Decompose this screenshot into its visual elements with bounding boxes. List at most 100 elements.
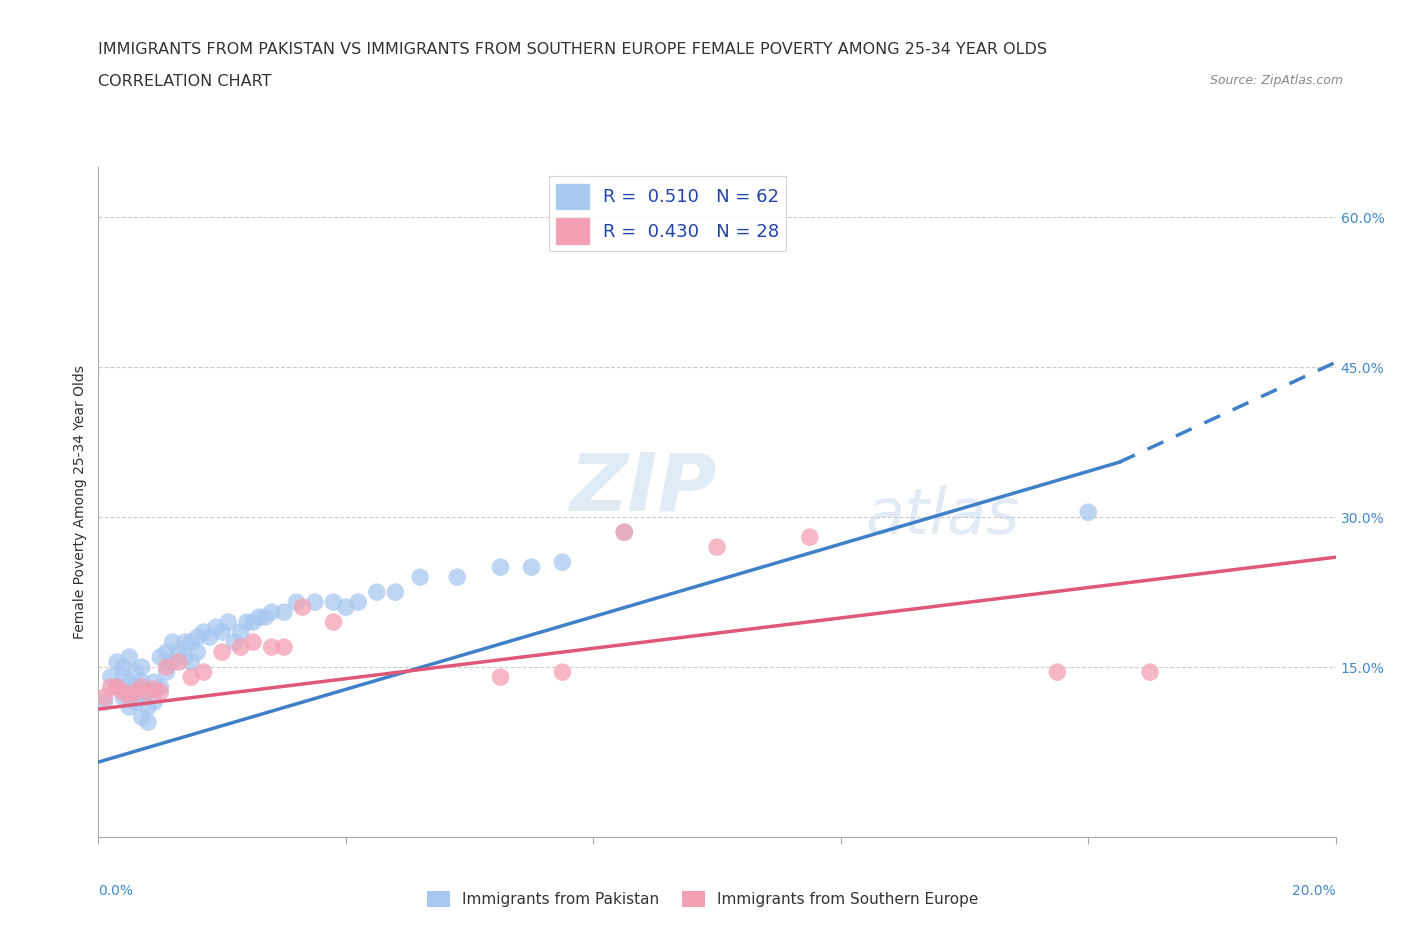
- Point: [347, 594, 370, 609]
- Point: [1077, 505, 1099, 520]
- Point: [285, 594, 308, 609]
- Point: [384, 585, 406, 600]
- Point: [224, 634, 246, 649]
- Text: 20.0%: 20.0%: [1292, 884, 1336, 897]
- Point: [242, 634, 264, 649]
- Point: [489, 560, 512, 575]
- Point: [193, 625, 215, 640]
- Point: [162, 655, 184, 670]
- Point: [167, 644, 190, 659]
- Point: [124, 665, 146, 680]
- Point: [131, 659, 153, 674]
- Point: [260, 640, 283, 655]
- Point: [149, 680, 172, 695]
- Point: [446, 570, 468, 585]
- Y-axis label: Female Poverty Among 25-34 Year Olds: Female Poverty Among 25-34 Year Olds: [73, 365, 87, 639]
- Point: [229, 625, 252, 640]
- Point: [322, 615, 344, 630]
- Point: [186, 630, 208, 644]
- Point: [322, 594, 344, 609]
- Point: [799, 530, 821, 545]
- Point: [613, 525, 636, 539]
- Point: [198, 630, 221, 644]
- Text: IMMIGRANTS FROM PAKISTAN VS IMMIGRANTS FROM SOUTHERN EUROPE FEMALE POVERTY AMONG: IMMIGRANTS FROM PAKISTAN VS IMMIGRANTS F…: [98, 42, 1047, 57]
- Point: [273, 640, 295, 655]
- Point: [217, 615, 239, 630]
- Legend: Immigrants from Pakistan, Immigrants from Southern Europe: Immigrants from Pakistan, Immigrants fro…: [420, 884, 986, 913]
- Point: [136, 684, 159, 699]
- Point: [112, 684, 135, 699]
- Point: [112, 690, 135, 705]
- Point: [105, 655, 128, 670]
- Point: [124, 684, 146, 699]
- Point: [180, 634, 202, 649]
- Point: [118, 699, 141, 714]
- Point: [112, 670, 135, 684]
- Point: [247, 610, 270, 625]
- Point: [229, 640, 252, 655]
- Point: [100, 670, 122, 684]
- Point: [155, 665, 177, 680]
- Point: [551, 665, 574, 680]
- Text: 0.0%: 0.0%: [98, 884, 134, 897]
- Point: [136, 684, 159, 699]
- Text: Source: ZipAtlas.com: Source: ZipAtlas.com: [1209, 74, 1343, 87]
- Point: [205, 619, 228, 634]
- Point: [112, 659, 135, 674]
- Point: [180, 670, 202, 684]
- Point: [143, 682, 166, 697]
- Point: [167, 655, 190, 670]
- Point: [149, 684, 172, 699]
- Point: [124, 695, 146, 710]
- Point: [193, 665, 215, 680]
- Point: [143, 695, 166, 710]
- Point: [1139, 665, 1161, 680]
- Point: [409, 570, 432, 585]
- Point: [706, 539, 728, 554]
- Point: [131, 710, 153, 724]
- Point: [180, 655, 202, 670]
- Point: [613, 525, 636, 539]
- Text: atlas: atlas: [866, 485, 1019, 547]
- Point: [174, 634, 197, 649]
- Point: [118, 690, 141, 705]
- Point: [335, 600, 357, 615]
- Point: [131, 674, 153, 689]
- Point: [162, 634, 184, 649]
- Point: [520, 560, 543, 575]
- Point: [236, 615, 259, 630]
- Point: [93, 695, 115, 710]
- Point: [366, 585, 388, 600]
- Point: [131, 680, 153, 695]
- Point: [254, 610, 277, 625]
- Point: [93, 690, 115, 705]
- Point: [105, 680, 128, 695]
- Point: [551, 554, 574, 569]
- Point: [105, 680, 128, 695]
- Point: [489, 670, 512, 684]
- Legend: R =  0.510   N = 62, R =  0.430   N = 28: R = 0.510 N = 62, R = 0.430 N = 28: [548, 177, 786, 251]
- Point: [260, 604, 283, 619]
- Point: [211, 644, 233, 659]
- Point: [136, 699, 159, 714]
- Point: [291, 600, 314, 615]
- Point: [174, 650, 197, 665]
- Point: [136, 714, 159, 729]
- Point: [211, 625, 233, 640]
- Point: [242, 615, 264, 630]
- Point: [155, 644, 177, 659]
- Text: CORRELATION CHART: CORRELATION CHART: [98, 74, 271, 89]
- Point: [304, 594, 326, 609]
- Point: [1046, 665, 1069, 680]
- Point: [186, 644, 208, 659]
- Text: ZIP: ZIP: [568, 450, 716, 528]
- Point: [100, 680, 122, 695]
- Point: [149, 650, 172, 665]
- Point: [131, 690, 153, 705]
- Point: [124, 680, 146, 695]
- Point: [143, 674, 166, 689]
- Point: [155, 659, 177, 674]
- Point: [118, 650, 141, 665]
- Point: [118, 674, 141, 689]
- Point: [273, 604, 295, 619]
